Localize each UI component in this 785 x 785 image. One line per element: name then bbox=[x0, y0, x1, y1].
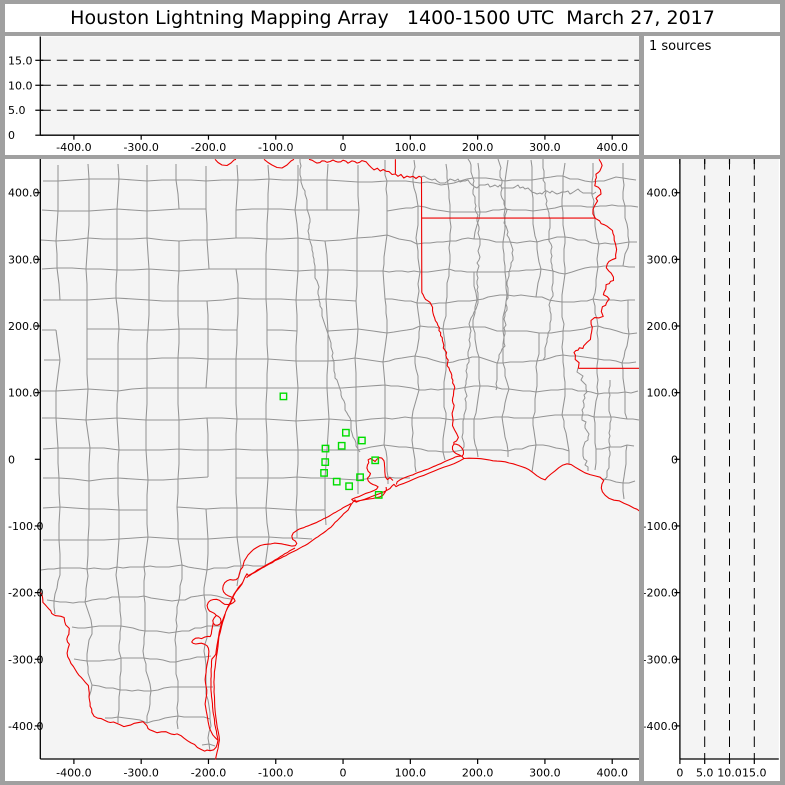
state-borders-coastline bbox=[39, 159, 639, 760]
y-tick-label: 0 bbox=[8, 453, 15, 466]
x-tick-label: 0 bbox=[676, 767, 683, 780]
y-tick-label: -400.0 bbox=[644, 720, 678, 733]
lma-station-marker bbox=[337, 441, 346, 450]
x-tick-label: 0 bbox=[340, 141, 347, 154]
lma-station-marker bbox=[371, 456, 380, 465]
x-tick-label: 200.0 bbox=[462, 767, 494, 780]
x-tick-label: -100.0 bbox=[258, 767, 293, 780]
y-tick-label: 100.0 bbox=[647, 387, 679, 400]
lma-station-marker bbox=[356, 473, 364, 482]
lma-station-marker bbox=[374, 490, 383, 499]
x-tick-label: 200.0 bbox=[462, 141, 494, 154]
y-tick-label: 200.0 bbox=[647, 320, 679, 333]
y-tick-label: 10.0 bbox=[8, 79, 33, 92]
y-tick-label: -300.0 bbox=[644, 653, 678, 666]
x-tick-label: -200.0 bbox=[191, 767, 226, 780]
x-tick-label: -300.0 bbox=[123, 141, 158, 154]
x-tick-label: -200.0 bbox=[191, 141, 226, 154]
lma-station-marker bbox=[357, 436, 366, 445]
y-tick-label: -200.0 bbox=[644, 587, 678, 600]
x-tick-label: 400.0 bbox=[596, 767, 628, 780]
y-tick-label: 0 bbox=[671, 453, 678, 466]
altitude-vs-eastwest-plot[interactable]: 0 5.0 10.0 15.0 -400.0 -300.0 -200.0 -100.0 0 100… bbox=[5, 36, 639, 155]
y-tick-label: -300.0 bbox=[8, 653, 43, 666]
sources-panel: 1 sources bbox=[644, 36, 780, 155]
y-tick-label: 100.0 bbox=[8, 387, 40, 400]
altitude-vs-eastwest-panel[interactable]: 0 5.0 10.0 15.0 -400.0 -300.0 -200.0 -100.0 0 100… bbox=[5, 36, 639, 155]
title-bar: Houston Lightning Mapping Array 1400-150… bbox=[5, 4, 780, 32]
county-boundaries bbox=[40, 159, 639, 752]
window-title: Houston Lightning Mapping Array 1400-150… bbox=[70, 7, 715, 29]
x-tick-label: 0 bbox=[340, 767, 347, 780]
y-tick-label: -200.0 bbox=[8, 587, 43, 600]
y-tick-label: 300.0 bbox=[647, 253, 679, 266]
x-tick-label: -400.0 bbox=[56, 767, 91, 780]
lma-station-marker bbox=[279, 392, 288, 401]
x-tick-label: 300.0 bbox=[529, 767, 561, 780]
lma-station-marker bbox=[320, 468, 328, 477]
y-tick-label: 200.0 bbox=[8, 320, 40, 333]
altitude-vs-northsouth-plot[interactable]: 400.0 300.0 200.0 100.0 0 -100.0 -200.0 -300.0 -… bbox=[644, 159, 780, 781]
x-tick-label: 10.0 bbox=[717, 767, 742, 780]
y-tick-label: 15.0 bbox=[8, 54, 33, 67]
plan-view-map-panel[interactable]: 400.0 300.0 200.0 100.0 0 -100.0 -200.0 -300.0 -… bbox=[5, 159, 639, 781]
x-tick-label: -400.0 bbox=[56, 141, 91, 154]
y-tick-label: -100.0 bbox=[644, 520, 678, 533]
y-tick-label: 0 bbox=[8, 129, 15, 142]
y-tick-label: 400.0 bbox=[8, 187, 40, 200]
x-tick-label: -300.0 bbox=[123, 767, 158, 780]
x-tick-label: 100.0 bbox=[395, 141, 427, 154]
lma-station-marker bbox=[321, 444, 330, 453]
x-tick-label: -100.0 bbox=[258, 141, 293, 154]
plan-view-map-plot[interactable]: 400.0 300.0 200.0 100.0 0 -100.0 -200.0 -300.0 -… bbox=[5, 159, 639, 781]
y-tick-label: 400.0 bbox=[647, 187, 679, 200]
x-tick-label: 5.0 bbox=[696, 767, 714, 780]
altitude-vs-northsouth-panel[interactable]: 400.0 300.0 200.0 100.0 0 -100.0 -200.0 -300.0 -… bbox=[644, 159, 780, 781]
x-tick-label: 100.0 bbox=[395, 767, 427, 780]
y-tick-label: -400.0 bbox=[8, 720, 43, 733]
lma-station-marker bbox=[321, 458, 330, 466]
x-tick-label: 15.0 bbox=[742, 767, 767, 780]
lma-station-marker bbox=[341, 428, 350, 437]
sources-count-label: 1 sources bbox=[649, 39, 712, 54]
plot-area bbox=[40, 159, 639, 759]
plot-area bbox=[40, 36, 639, 136]
lma-station-marker bbox=[345, 482, 354, 491]
y-tick-label: 300.0 bbox=[8, 253, 40, 266]
y-tick-label: 5.0 bbox=[8, 104, 26, 117]
x-tick-label: 400.0 bbox=[596, 141, 628, 154]
y-tick-label: -100.0 bbox=[8, 520, 43, 533]
lma-station-marker bbox=[332, 477, 341, 486]
x-tick-label: 300.0 bbox=[529, 141, 561, 154]
